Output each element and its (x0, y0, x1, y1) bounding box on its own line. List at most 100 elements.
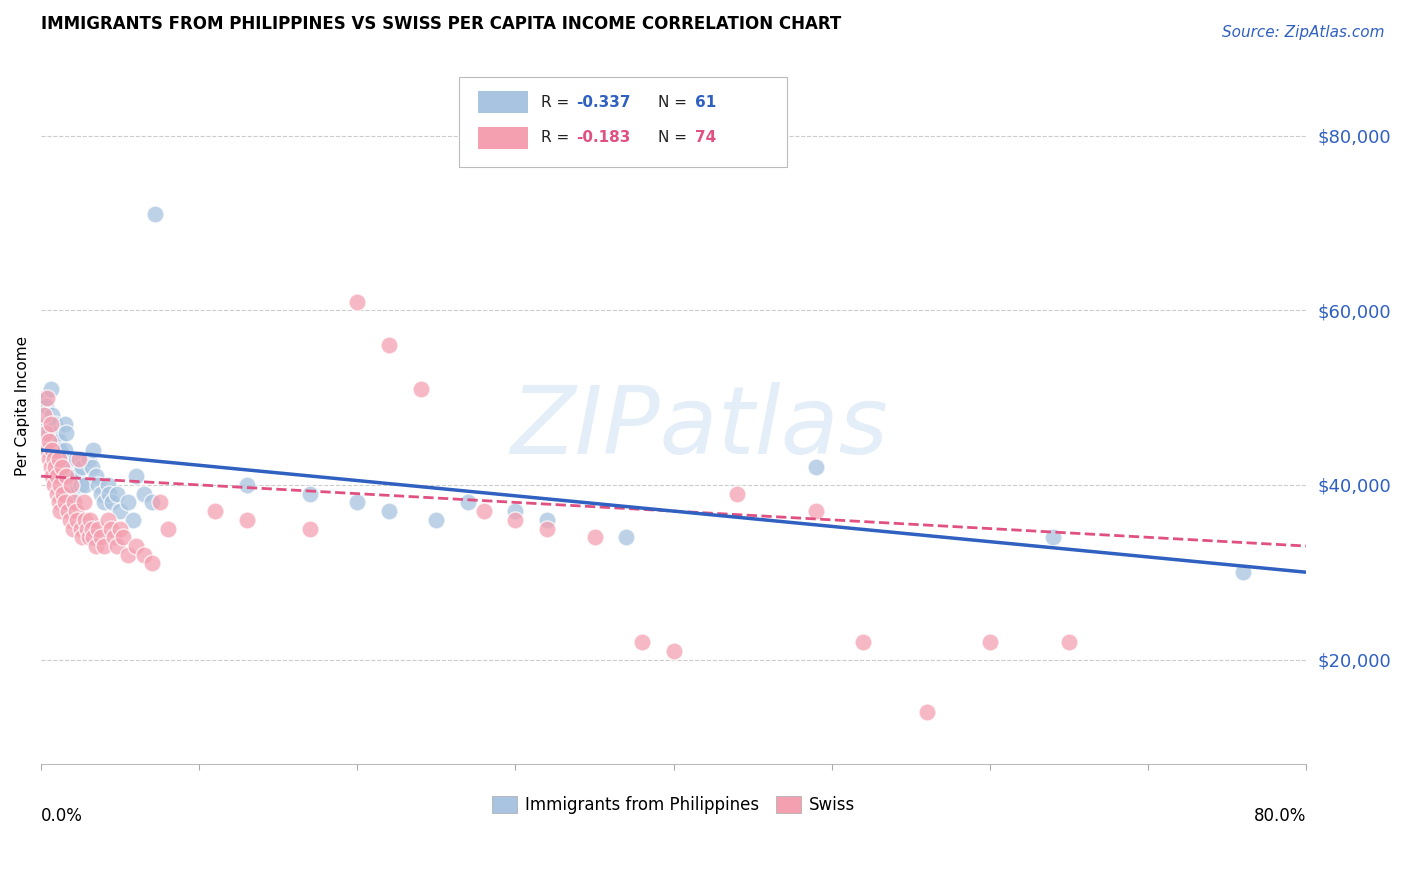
Point (49, 504, 72, 518)
Point (75, 478, 97, 492)
Text: IMMIGRANTS FROM PHILIPPINES VS SWISS PER CAPITA INCOME CORRELATION CHART: IMMIGRANTS FROM PHILIPPINES VS SWISS PER… (41, 15, 841, 33)
Point (56, 504, 79, 518)
Point (62, 486, 84, 500)
Point (69, 522, 91, 536)
Point (132, 486, 155, 500)
Text: R =: R = (541, 130, 574, 145)
Point (77, 451, 100, 466)
Point (90, 486, 112, 500)
Point (48, 460, 70, 475)
Point (39, 382, 62, 396)
Point (101, 495, 124, 509)
Point (49, 460, 72, 475)
Point (55, 425, 77, 440)
Point (76, 522, 98, 536)
Point (56, 460, 79, 475)
FancyBboxPatch shape (478, 128, 529, 149)
Point (725, 486, 748, 500)
Point (86, 469, 108, 483)
Point (98, 486, 121, 500)
Point (42, 451, 65, 466)
Text: ZIPatlas: ZIPatlas (510, 383, 887, 474)
Point (39, 460, 62, 475)
FancyBboxPatch shape (458, 77, 787, 167)
Point (44, 442, 66, 457)
Text: 61: 61 (695, 95, 717, 110)
Point (505, 513, 527, 527)
Point (125, 539, 148, 553)
Point (75, 513, 97, 527)
Text: Source: ZipAtlas.com: Source: ZipAtlas.com (1222, 25, 1385, 40)
Point (65, 504, 87, 518)
Point (60, 478, 83, 492)
Point (80, 460, 103, 475)
Text: -0.183: -0.183 (576, 130, 631, 145)
Point (298, 486, 321, 500)
Point (378, 338, 401, 352)
Point (143, 207, 166, 221)
Point (45, 469, 67, 483)
Point (125, 469, 148, 483)
Text: -0.337: -0.337 (576, 95, 631, 110)
Point (235, 478, 257, 492)
Point (38, 425, 60, 440)
Point (38, 451, 60, 466)
Text: N =: N = (658, 130, 692, 145)
Point (63, 495, 86, 509)
Point (409, 382, 432, 396)
Point (121, 513, 143, 527)
Point (631, 635, 654, 649)
Point (69, 478, 91, 492)
Point (42, 451, 65, 466)
Point (425, 513, 447, 527)
Point (53, 442, 76, 457)
Point (614, 530, 637, 544)
Point (35, 425, 58, 440)
Point (149, 495, 172, 509)
Point (65, 451, 87, 466)
Point (58, 513, 80, 527)
Point (93, 495, 115, 509)
Point (49, 442, 72, 457)
Point (346, 294, 368, 309)
Text: 0.0%: 0.0% (41, 807, 83, 825)
Point (38, 442, 60, 457)
Point (52, 486, 75, 500)
Point (41, 469, 63, 483)
Point (80, 522, 103, 536)
Point (583, 530, 606, 544)
Text: 74: 74 (695, 130, 717, 145)
Point (39, 417, 62, 431)
Point (45, 451, 67, 466)
Point (82, 530, 104, 544)
Point (804, 504, 827, 518)
Point (82, 442, 104, 457)
Point (37, 417, 59, 431)
FancyBboxPatch shape (478, 91, 529, 113)
Point (852, 635, 875, 649)
Point (117, 548, 139, 562)
Point (58, 469, 80, 483)
Point (108, 504, 131, 518)
Point (378, 504, 401, 518)
Point (45, 425, 67, 440)
Y-axis label: Per Capita Income: Per Capita Income (15, 336, 30, 476)
Point (41, 434, 63, 449)
Point (79, 513, 101, 527)
Point (77, 530, 100, 544)
Point (66, 513, 89, 527)
Point (60, 478, 83, 492)
Point (38, 434, 60, 449)
Point (73, 495, 96, 509)
Point (55, 469, 77, 483)
Point (53, 495, 76, 509)
Point (96, 513, 118, 527)
Point (505, 504, 527, 518)
Point (93, 539, 115, 553)
Point (979, 635, 1001, 649)
Point (235, 513, 257, 527)
Point (32, 391, 55, 405)
Point (90, 530, 112, 544)
Point (204, 504, 226, 518)
Point (112, 530, 135, 544)
